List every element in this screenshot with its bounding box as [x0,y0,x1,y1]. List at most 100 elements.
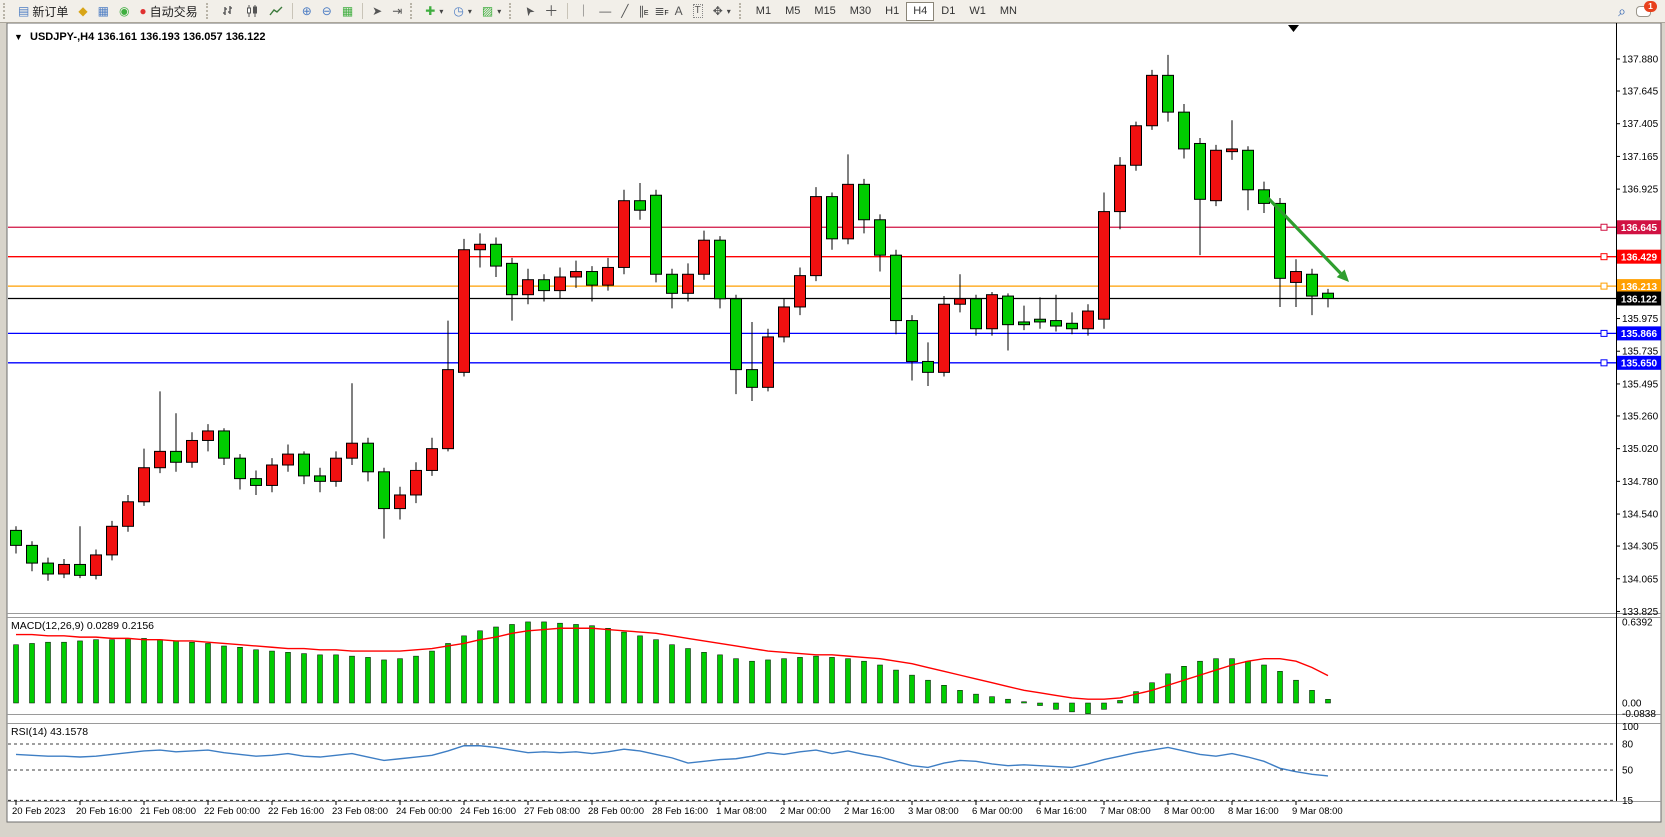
toolbar-grip[interactable] [738,3,746,19]
candle-body [778,306,790,338]
toolbar-grip[interactable] [509,3,516,19]
chart-shift-button[interactable]: ⇥ [387,2,407,21]
auto-scroll-button[interactable]: ➤ [367,2,387,21]
tile-windows-button[interactable]: ▦ [337,2,358,21]
trendline-button[interactable]: ╱ [616,2,633,21]
cursor-button[interactable]: ➤ [519,2,539,21]
dropdown-arrow-icon: ▾ [726,6,731,16]
candle-body [442,369,454,450]
templates-button[interactable]: ▨ ▾ [477,2,506,21]
rsi-label: RSI(14) 43.1578 [11,726,88,738]
macd-bar [1005,698,1011,704]
zoom-out-button[interactable]: ⊖ [317,2,337,21]
data-window-button[interactable]: ◉ [114,2,134,21]
timeframe-m15-button[interactable]: M15 [807,2,842,21]
zoom-in-button[interactable]: ⊕ [297,2,317,21]
macd-pane[interactable]: 0.6392 0.00-0.0838 MACD(12,26,9) 0.0289 0.… [11,618,1656,721]
candle-body [698,239,710,275]
macd-bar [93,639,99,704]
macd-bar [301,653,307,704]
ohlc-title: USDJPY-,H4 136.161 136.193 136.057 136.1… [30,31,265,43]
arrows-button[interactable]: ✥ ▾ [708,2,736,21]
market-watch-button[interactable]: ▦ [93,2,114,21]
crosshair-button[interactable]: ＋ [539,2,563,21]
vertical-line-button[interactable]: ｜ [572,2,594,21]
candle-body [970,298,982,330]
svg-text:8 Mar 16:00: 8 Mar 16:00 [1228,806,1279,817]
hline-136.213[interactable] [8,282,1616,290]
timeframe-w1-button[interactable]: W1 [962,2,993,21]
time-axis[interactable]: 20 Feb 2023 20 Feb 16:00 21 Feb 08:00 22 Fe… [12,801,1343,817]
candlestick-chart-button[interactable] [240,2,264,21]
chat-icon: 1 [1636,1,1657,18]
horizontal-lines[interactable] [8,223,1616,367]
search-button[interactable]: ⌕ [1613,2,1631,21]
indicators-button[interactable]: ✚ ▾ [420,2,448,21]
macd-label: MACD(12,26,9) 0.0289 0.2156 [11,620,154,632]
hline-135.866[interactable] [8,329,1616,337]
timeframe-d1-button[interactable]: D1 [934,2,962,21]
candle-body [666,273,678,294]
periods-button[interactable]: ◷ ▾ [448,2,477,21]
text-label-button[interactable]: T [688,2,708,21]
auto-trading-button[interactable]: ● 自动交易 [134,2,202,21]
timeframe-m30-button[interactable]: M30 [843,2,878,21]
svg-text:135.975: 135.975 [1622,314,1659,325]
svg-text:9 Mar 08:00: 9 Mar 08:00 [1292,806,1343,817]
channel-button[interactable]: ∥ E [634,2,650,21]
text-button[interactable]: A [670,2,688,21]
candle-body [138,467,150,503]
timeframe-h1-button[interactable]: H1 [878,2,906,21]
fibonacci-button[interactable]: ≣ F [650,2,670,21]
price-badge-135.650: 135.650 [1617,355,1661,370]
candle-body [218,430,230,459]
timeframe-mn-button[interactable]: MN [993,2,1024,21]
rsi-pane[interactable]: 100 80 50 15 RSI(14) 43.1578 [8,722,1639,807]
candle-body [1290,271,1302,283]
macd-bar [717,654,723,704]
crosshair-icon: ＋ [544,3,559,19]
macd-bar [1309,690,1315,704]
bar-chart-button[interactable] [216,2,240,21]
scroll-marker-icon [1288,25,1299,32]
svg-text:136.925: 136.925 [1622,185,1659,196]
svg-text:-0.0838: -0.0838 [1622,709,1656,720]
toolbar-grip[interactable] [205,3,213,19]
toolbar-grip[interactable] [410,3,417,19]
candle-body [602,266,614,286]
candle-body [106,525,118,556]
collapse-triangle-icon[interactable]: ▼ [14,32,23,42]
candle-body [282,453,294,466]
svg-text:20 Feb 16:00: 20 Feb 16:00 [76,806,132,817]
notifications-button[interactable]: 1 [1631,1,1659,21]
line-chart-button[interactable] [264,2,288,21]
candle-body [394,494,406,510]
candle-body [538,279,550,292]
timeframe-m5-button[interactable]: M5 [778,2,807,21]
svg-text:23 Feb 08:00: 23 Feb 08:00 [332,806,388,817]
macd-bar [141,638,147,704]
toolbar-grip[interactable] [3,3,10,19]
macd-bar [461,635,467,704]
fibonacci-icon: ≣ F [654,4,669,18]
new-order-button[interactable]: ▤ 新订单 [13,2,73,21]
candle-body [906,320,918,362]
price-axis[interactable]: 137.880 137.645 137.405 137.165 136.925 135.9… [1616,55,1659,618]
trend-arrow-annotation[interactable] [1266,196,1349,282]
svg-text:80: 80 [1622,740,1634,751]
candle-body [794,275,806,308]
candle-body [826,196,838,240]
candle-body [986,294,998,330]
macd-bar [605,627,611,704]
svg-text:24 Feb 16:00: 24 Feb 16:00 [460,806,516,817]
macd-bar [365,657,371,704]
profiles-button[interactable]: ◆ [73,2,92,21]
hline-135.650[interactable] [8,359,1616,367]
macd-bar [845,658,851,704]
horizontal-line-button[interactable]: — [594,2,616,21]
timeframe-m1-button[interactable]: M1 [749,2,778,21]
candle-body [250,478,262,486]
timeframe-h4-button[interactable]: H4 [906,1,935,21]
